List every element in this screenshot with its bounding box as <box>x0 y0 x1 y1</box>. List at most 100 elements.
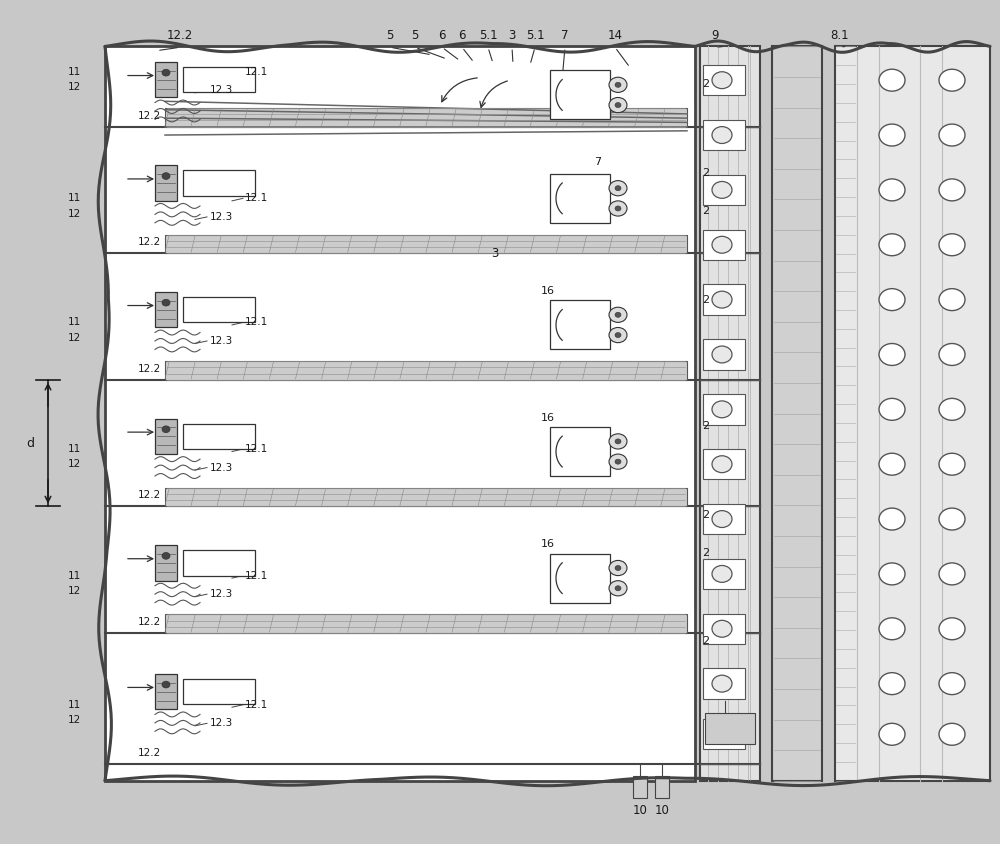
Text: 12: 12 <box>68 459 81 469</box>
Text: 5: 5 <box>411 29 419 42</box>
Circle shape <box>712 401 732 418</box>
Circle shape <box>939 344 965 365</box>
Circle shape <box>712 127 732 143</box>
Text: 2: 2 <box>702 548 710 558</box>
Text: 12.1: 12.1 <box>245 193 268 203</box>
Circle shape <box>879 344 905 365</box>
Bar <box>703 394 745 425</box>
Bar <box>155 545 177 581</box>
Text: 12.3: 12.3 <box>210 212 233 222</box>
Bar <box>183 679 255 704</box>
Text: 11: 11 <box>68 700 81 710</box>
Circle shape <box>879 508 905 530</box>
Bar <box>703 559 745 589</box>
Bar <box>703 719 745 749</box>
Circle shape <box>615 103 621 108</box>
Bar <box>550 427 610 476</box>
Circle shape <box>939 618 965 640</box>
Circle shape <box>879 563 905 585</box>
Circle shape <box>615 186 621 191</box>
Circle shape <box>712 620 732 637</box>
Bar <box>703 230 745 260</box>
Circle shape <box>939 673 965 695</box>
Bar <box>835 46 990 781</box>
Circle shape <box>615 439 621 444</box>
Bar <box>703 284 745 315</box>
Bar <box>703 614 745 644</box>
Circle shape <box>939 398 965 420</box>
Bar <box>155 419 177 454</box>
Text: 7: 7 <box>594 157 602 167</box>
Circle shape <box>609 327 627 343</box>
Circle shape <box>712 236 732 253</box>
Circle shape <box>939 453 965 475</box>
Circle shape <box>879 673 905 695</box>
Text: 16: 16 <box>541 539 555 549</box>
Bar <box>155 62 177 98</box>
Text: d: d <box>26 436 34 450</box>
Bar <box>703 339 745 370</box>
Circle shape <box>879 618 905 640</box>
Text: 5.1: 5.1 <box>526 29 544 42</box>
Circle shape <box>712 346 732 363</box>
Circle shape <box>879 723 905 745</box>
Text: 12.1: 12.1 <box>245 67 268 77</box>
Text: 5: 5 <box>386 29 394 42</box>
Circle shape <box>162 173 170 180</box>
Circle shape <box>879 69 905 91</box>
Text: 12: 12 <box>68 208 81 219</box>
Circle shape <box>712 511 732 528</box>
Bar <box>703 120 745 150</box>
Bar <box>165 488 687 506</box>
Text: 11: 11 <box>68 193 81 203</box>
Circle shape <box>712 456 732 473</box>
Circle shape <box>162 553 170 560</box>
Circle shape <box>609 98 627 113</box>
Circle shape <box>609 434 627 449</box>
Text: 12.2: 12.2 <box>138 237 161 247</box>
Circle shape <box>939 234 965 256</box>
Bar <box>183 170 255 196</box>
Text: 12.3: 12.3 <box>210 85 233 95</box>
Circle shape <box>712 565 732 582</box>
Bar <box>183 550 255 576</box>
Circle shape <box>939 723 965 745</box>
Bar <box>105 46 695 781</box>
Bar <box>165 614 687 633</box>
Bar <box>703 668 745 699</box>
Text: 12: 12 <box>68 586 81 596</box>
Text: 12.2: 12.2 <box>138 617 161 627</box>
Circle shape <box>939 289 965 311</box>
Circle shape <box>879 179 905 201</box>
Circle shape <box>609 78 627 93</box>
Circle shape <box>615 333 621 338</box>
Text: 2: 2 <box>702 510 710 520</box>
Circle shape <box>615 83 621 88</box>
Text: 2: 2 <box>702 295 710 305</box>
Bar <box>700 46 760 781</box>
Bar <box>183 424 255 449</box>
Circle shape <box>162 426 170 433</box>
Bar <box>550 174 610 223</box>
Text: 12.1: 12.1 <box>245 317 268 327</box>
Circle shape <box>879 398 905 420</box>
Text: 16: 16 <box>541 413 555 423</box>
Text: 12.2: 12.2 <box>138 748 161 758</box>
Text: 12.1: 12.1 <box>245 444 268 454</box>
Circle shape <box>712 72 732 89</box>
Circle shape <box>939 124 965 146</box>
Circle shape <box>939 179 965 201</box>
Bar <box>705 713 755 744</box>
Text: 16: 16 <box>541 286 555 296</box>
Bar <box>703 449 745 479</box>
Text: 10: 10 <box>655 803 669 817</box>
Text: 6: 6 <box>438 29 446 42</box>
Circle shape <box>615 206 621 211</box>
Circle shape <box>162 69 170 76</box>
Text: 11: 11 <box>68 67 81 77</box>
Text: 12.1: 12.1 <box>245 700 268 710</box>
Text: 6: 6 <box>458 29 466 42</box>
Text: 11: 11 <box>68 444 81 454</box>
Text: 12: 12 <box>68 82 81 92</box>
Text: 2: 2 <box>702 79 710 89</box>
